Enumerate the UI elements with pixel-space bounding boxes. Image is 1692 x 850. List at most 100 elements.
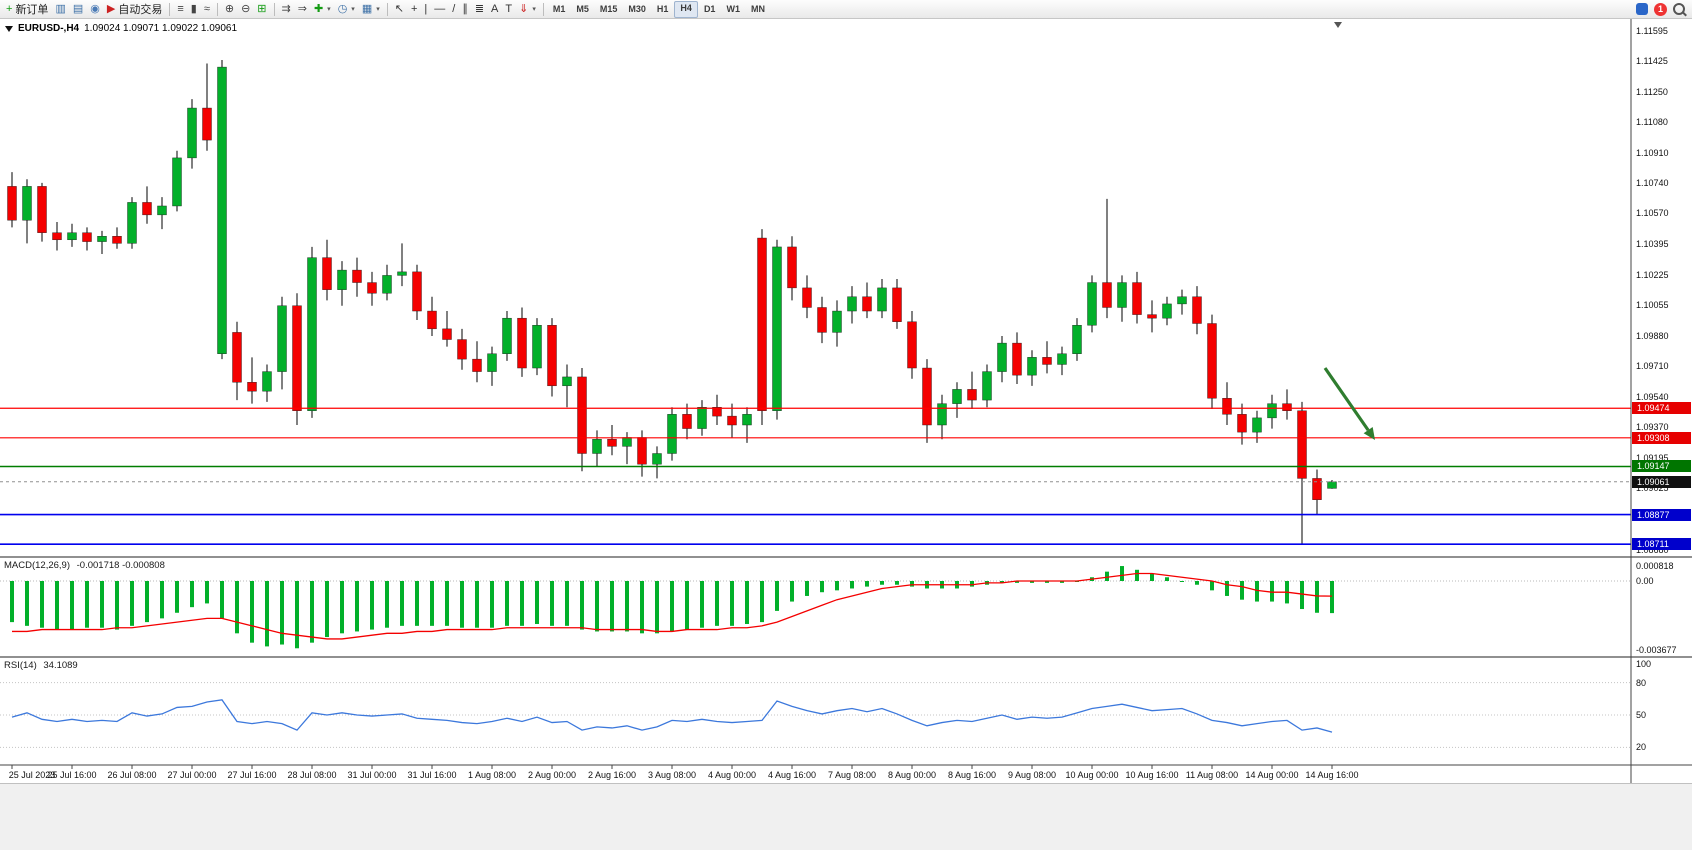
candle bbox=[727, 403, 737, 438]
toolbar-button-trendline[interactable]: / bbox=[449, 1, 458, 18]
vertical-line-icon: | bbox=[424, 3, 428, 15]
candle-body bbox=[1057, 353, 1067, 365]
toolbar-button-text-label[interactable]: T bbox=[502, 1, 515, 18]
time-axis-label: 8 Aug 00:00 bbox=[887, 770, 937, 780]
candle-body bbox=[982, 371, 992, 401]
candle-body bbox=[892, 287, 902, 322]
toolbar-button-cursor[interactable]: ↖ bbox=[392, 1, 407, 18]
macd-histogram-bar bbox=[655, 581, 659, 634]
notification-badge[interactable]: 1 bbox=[1654, 2, 1667, 16]
toolbar-button-navigator[interactable]: ◉ bbox=[87, 1, 103, 18]
rsi-panel-label: RSI(14) 34.1089 bbox=[4, 660, 78, 671]
candle bbox=[892, 278, 902, 329]
price-axis-label: 1.09540 bbox=[1636, 391, 1669, 402]
candle bbox=[457, 328, 467, 370]
app-icon[interactable] bbox=[1636, 3, 1648, 15]
rsi-indicator-name: RSI(14) bbox=[4, 660, 37, 671]
arrow-annotation[interactable] bbox=[1323, 367, 1375, 440]
timeframe-button-m30[interactable]: M30 bbox=[628, 3, 646, 14]
toolbar-button-zoom-in[interactable]: ⊕ bbox=[222, 1, 237, 18]
candle bbox=[967, 371, 977, 409]
candle-body bbox=[382, 275, 392, 294]
timeframe-button-d1[interactable]: D1 bbox=[703, 3, 716, 14]
candle-body bbox=[877, 287, 887, 312]
periods-icon: ◷ bbox=[337, 3, 348, 15]
time-axis-label: 9 Aug 08:00 bbox=[1007, 770, 1057, 780]
macd-histogram-bar bbox=[775, 581, 779, 611]
price-axis-label: 1.10055 bbox=[1636, 299, 1669, 310]
candle bbox=[1297, 401, 1307, 545]
toolbar-button-periods[interactable]: ◷ ▾ bbox=[335, 1, 358, 18]
toolbar-button-line-mode[interactable]: ≈ bbox=[201, 1, 213, 18]
candle-body bbox=[1117, 282, 1127, 308]
chart-canvas[interactable] bbox=[0, 19, 1692, 783]
candle-body bbox=[7, 186, 17, 221]
candle bbox=[112, 227, 122, 249]
timeframe-button-m5[interactable]: M5 bbox=[576, 3, 589, 14]
toolbar-button-new-order[interactable]: + 新订单 bbox=[3, 1, 51, 18]
toolbar-button-bars-mode[interactable]: ≡ bbox=[174, 1, 186, 18]
templates-icon: ▦ bbox=[361, 3, 373, 15]
toolbar-button-tile-windows[interactable]: ⊞ bbox=[254, 1, 269, 18]
search-icon[interactable] bbox=[1673, 3, 1685, 15]
toolbar-button-market-watch[interactable]: ▤ bbox=[70, 1, 86, 18]
candle bbox=[352, 257, 362, 297]
candle-body bbox=[412, 271, 422, 312]
timeframe-button-m15[interactable]: M15 bbox=[599, 3, 618, 14]
macd-histogram-bar bbox=[865, 581, 869, 587]
auto-trading-icon: ▶ bbox=[106, 3, 116, 15]
timeframe-button-w1[interactable]: W1 bbox=[726, 3, 740, 14]
macd-histogram-bar bbox=[250, 581, 254, 643]
panel-separator[interactable] bbox=[0, 556, 1692, 558]
candle bbox=[1132, 271, 1142, 324]
macd-histogram-bar bbox=[745, 581, 749, 624]
toolbar-button-templates[interactable]: ▦ ▾ bbox=[359, 1, 383, 18]
candle bbox=[1207, 314, 1217, 409]
candle bbox=[82, 227, 92, 251]
indicators-dropdown-icon: ▾ bbox=[327, 6, 331, 13]
candle-body bbox=[1012, 342, 1022, 376]
toolbar-button-indicators[interactable]: ✚ ▾ bbox=[311, 1, 334, 18]
panel-separator[interactable] bbox=[0, 656, 1692, 658]
toolbar-button-arrows[interactable]: ⇓ ▾ bbox=[516, 1, 539, 18]
price-axis-label: 1.10910 bbox=[1636, 147, 1669, 158]
toolbar-button-fibonacci[interactable]: ≣ bbox=[472, 1, 487, 18]
ohlc-values: 1.09024 1.09071 1.09022 1.09061 bbox=[84, 23, 238, 34]
one-click-trading-icon[interactable] bbox=[5, 25, 13, 32]
toolbar-button-crosshair[interactable]: + bbox=[408, 1, 420, 18]
candle-body bbox=[457, 339, 467, 360]
toolbar-button-auto-trading[interactable]: ▶ 自动交易 bbox=[104, 1, 165, 18]
toolbar-button-auto-scroll[interactable]: ⇉ bbox=[279, 1, 294, 18]
macd-indicator-values: -0.001718 -0.000808 bbox=[76, 560, 165, 571]
macd-histogram-bar bbox=[400, 581, 404, 626]
candle-body bbox=[682, 414, 692, 429]
timeframe-button-h1[interactable]: H1 bbox=[656, 3, 669, 14]
candle bbox=[1177, 289, 1187, 315]
toolbar-button-chart-shift[interactable]: ⇒ bbox=[295, 1, 310, 18]
toolbar-button-charts[interactable]: ▥ bbox=[52, 1, 68, 18]
timeframe-button-m1[interactable]: M1 bbox=[552, 3, 566, 14]
candle bbox=[337, 261, 347, 306]
toolbar-button-candles-mode[interactable]: ▮ bbox=[188, 1, 200, 18]
candle-body bbox=[592, 439, 602, 454]
candle-body bbox=[817, 307, 827, 333]
candle-body bbox=[742, 414, 752, 426]
toolbar-button-horizontal-line[interactable]: — bbox=[431, 1, 448, 18]
candle bbox=[682, 403, 692, 440]
candlestick-series bbox=[7, 59, 1337, 545]
candle bbox=[52, 222, 62, 251]
toolbar-button-channel[interactable]: ∥ bbox=[459, 1, 471, 18]
candle-body bbox=[67, 232, 77, 241]
toolbar-button-vertical-line[interactable]: | bbox=[421, 1, 430, 18]
timeframe-button-mn[interactable]: MN bbox=[750, 3, 765, 14]
candle bbox=[907, 311, 917, 379]
toolbar-button-text[interactable]: A bbox=[488, 1, 501, 18]
toolbar-button-zoom-out[interactable]: ⊖ bbox=[238, 1, 253, 18]
navigator-icon: ◉ bbox=[90, 3, 100, 15]
timeframe-button-h4[interactable]: H4 bbox=[674, 0, 698, 18]
macd-histogram-bar bbox=[40, 581, 44, 628]
candle bbox=[67, 223, 77, 247]
time-axis-label: 25 Jul 16:00 bbox=[47, 770, 97, 780]
macd-histogram-bar bbox=[325, 581, 329, 638]
